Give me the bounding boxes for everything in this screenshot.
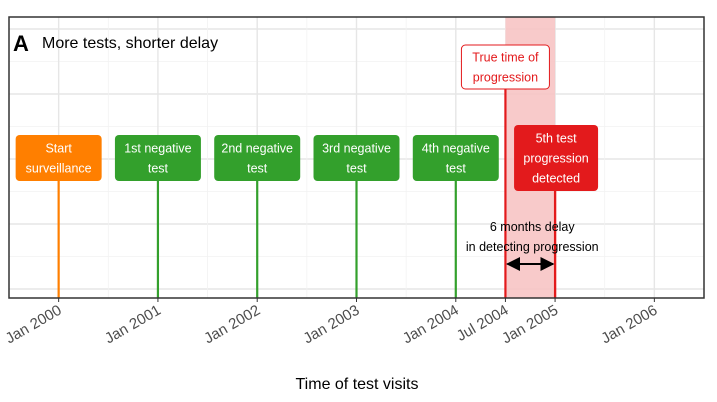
event-label-text: progression (523, 152, 588, 166)
event-label: 3rd negative test (313, 135, 400, 181)
event-lines-layer (57, 88, 557, 298)
event-label-box (313, 135, 400, 181)
event-label: 4th negative test (412, 135, 499, 181)
event-label-text: 2nd negative (221, 142, 293, 156)
x-tick-label: Jan 2004 (400, 302, 462, 348)
delay-annotation-text: in detecting progression (466, 240, 599, 254)
x-tick-label: Jan 2003 (301, 302, 363, 348)
event-label-box (514, 125, 599, 191)
event-label-text: 4th negative (422, 142, 490, 156)
panel-letter: A (13, 31, 29, 56)
event-label-text: test (247, 162, 268, 176)
event-label-box (114, 135, 201, 181)
x-tick-label: Jan 2006 (598, 302, 660, 348)
event-label-text: test (346, 162, 367, 176)
event-label-text: test (148, 162, 169, 176)
true-progression-text: progression (473, 71, 538, 85)
event-label: 1st negative test (114, 135, 201, 181)
chart-title: More tests, shorter delay (42, 35, 218, 52)
event-label: 2nd negative test (214, 135, 301, 181)
x-tick-label: Jan 2001 (102, 302, 164, 348)
true-progression-label: True time of progression (460, 44, 550, 90)
x-axis-label: Time of test visits (296, 376, 419, 393)
x-tick-label: Jan 2005 (499, 302, 561, 348)
event-label-text: 3rd negative (322, 142, 391, 156)
delay-annotation-text: 6 months delay (490, 220, 576, 234)
true-progression-box (460, 44, 550, 90)
true-progression-text: True time of (472, 51, 539, 65)
x-tick-label: Jan 2000 (3, 302, 65, 348)
delay-annotation: 6 months delay in detecting progression (466, 220, 599, 271)
event-label-text: 1st negative (124, 142, 191, 156)
event-label-text: Start (45, 142, 72, 156)
x-axis-ticks: Jan 2000 Jan 2001 Jan 2002 Jan 2003 Jan 2004… (3, 298, 660, 348)
event-label-box (412, 135, 499, 181)
x-tick-label: Jan 2002 (201, 302, 263, 348)
event-label-box (214, 135, 301, 181)
event-label-text: 5th test (536, 132, 578, 146)
event-label: 5th test progression detected (514, 125, 599, 191)
event-label-text: detected (532, 172, 580, 186)
event-label-text: surveillance (26, 162, 92, 176)
event-label-box (15, 135, 102, 181)
event-label: Start surveillance (15, 135, 102, 181)
event-label-text: test (446, 162, 467, 176)
